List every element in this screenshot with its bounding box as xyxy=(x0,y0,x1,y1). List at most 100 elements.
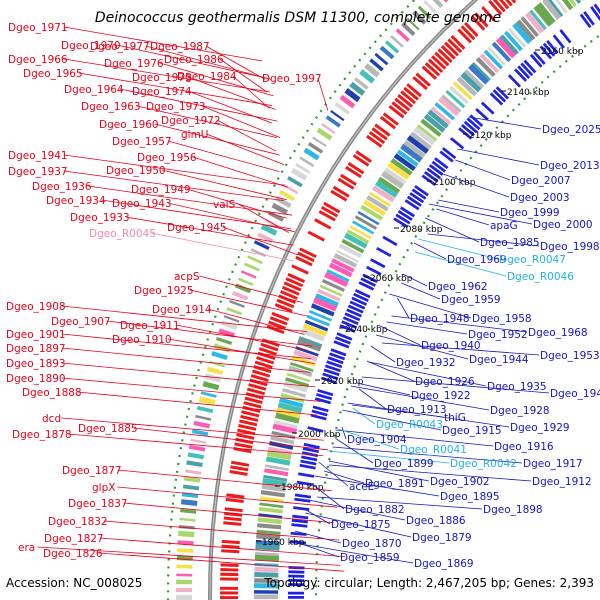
reverse-gene-arrow xyxy=(358,281,375,291)
cog-block-outer xyxy=(369,58,384,72)
gene-label-right: Dgeo_1940 xyxy=(421,340,481,352)
cog-block xyxy=(262,477,287,487)
forward-gene-arrow xyxy=(225,497,244,504)
leader-line-left xyxy=(77,391,317,416)
leader-line-left xyxy=(216,119,277,152)
forward-gene-arrow xyxy=(268,320,287,330)
cog-block xyxy=(260,496,285,503)
cog-block-outer xyxy=(406,17,420,31)
forward-gene-arrow xyxy=(285,277,304,288)
cog-block xyxy=(273,420,298,429)
leader-line-right xyxy=(336,438,374,464)
cog-block xyxy=(575,0,582,4)
leader-line-left xyxy=(119,88,278,122)
gene-label-left: Dgeo_1987 xyxy=(150,41,210,53)
leader-line-right xyxy=(425,217,480,243)
reverse-gene-arrow xyxy=(288,574,305,578)
forward-gene-arrow xyxy=(283,281,302,292)
reverse-gene-arrow xyxy=(492,89,507,103)
cog-block xyxy=(283,380,308,393)
gene-label-right: Dgeo_1935 xyxy=(487,381,547,393)
cog-block-outer xyxy=(334,102,350,115)
leader-line-left xyxy=(63,58,271,93)
reverse-gene-arrow xyxy=(320,376,338,385)
cog-block xyxy=(281,388,306,398)
leader-line-left xyxy=(219,58,268,93)
forward-gene-arrow xyxy=(415,72,431,87)
gene-label-left: Dgeo_1975 xyxy=(132,72,192,84)
reverse-gene-arrow xyxy=(489,92,504,106)
forward-gene-arrow xyxy=(379,116,397,130)
leader-line-left xyxy=(167,140,280,172)
gene-label-right: Dgeo_1953 xyxy=(540,350,600,362)
gene-label-right: Dgeo_1879 xyxy=(412,532,472,544)
cog-block xyxy=(264,464,290,471)
accession-text: Accession: NC_008025 xyxy=(6,576,142,590)
cog-block-outer xyxy=(247,255,263,265)
leader-line-left xyxy=(189,289,308,317)
cog-block xyxy=(568,0,577,8)
reverse-gene-arrow xyxy=(529,53,543,68)
leader-line-right xyxy=(294,530,342,544)
leader-line-right xyxy=(305,512,412,538)
gene-label-left: Dgeo_1908 xyxy=(6,301,66,313)
cog-block xyxy=(315,293,339,307)
leader-line-right xyxy=(389,293,472,319)
leader-line-right xyxy=(361,376,550,394)
reverse-gene-arrow xyxy=(294,497,311,503)
cog-block xyxy=(336,249,359,263)
cog-block xyxy=(264,468,289,477)
reverse-gene-arrow xyxy=(351,296,368,306)
cog-block xyxy=(343,232,368,249)
cog-block xyxy=(265,456,291,466)
forward-gene-arrow xyxy=(447,38,463,54)
gene-label-right: Dgeo_1904 xyxy=(347,434,407,446)
leader-line-left xyxy=(116,44,268,79)
gene-label-left: Dgeo_1972 xyxy=(161,115,221,127)
reverse-gene-arrow xyxy=(299,463,316,470)
forward-gene-arrow xyxy=(397,93,414,108)
cog-block-outer xyxy=(244,262,260,272)
cog-block xyxy=(555,0,568,14)
leader-line-left xyxy=(61,417,324,441)
gene-label-left: Dgeo_1943 xyxy=(112,198,172,210)
gene-label-left: Dgeo_1933 xyxy=(70,212,130,224)
cog-block xyxy=(324,271,349,288)
forward-gene-arrow xyxy=(237,428,256,436)
forward-gene-arrow xyxy=(424,62,441,77)
forward-gene-arrow xyxy=(220,563,239,567)
leader-line-left xyxy=(167,202,295,233)
forward-gene-arrow xyxy=(274,303,293,313)
gene-label-left: Dgeo_1901 xyxy=(6,329,66,341)
reverse-gene-arrow xyxy=(344,312,361,322)
cog-block-outer xyxy=(423,0,437,14)
leader-line-right xyxy=(428,203,533,225)
leader-line-left xyxy=(61,333,312,360)
cog-block-outer xyxy=(231,291,249,301)
gene-label-left: Dgeo_R0045 xyxy=(89,228,156,240)
cog-block xyxy=(304,319,329,332)
reverse-gene-arrow xyxy=(314,397,332,405)
cog-block-outer xyxy=(187,452,205,460)
gene-label-left: Dgeo_1941 xyxy=(8,150,68,162)
cog-block xyxy=(266,449,292,461)
cog-block-outer xyxy=(395,28,410,42)
cog-block xyxy=(346,229,370,244)
gene-label-right: Dgeo_R0047 xyxy=(499,254,566,266)
forward-gene-arrow xyxy=(220,572,239,577)
cog-block xyxy=(520,16,539,38)
reverse-gene-arrow xyxy=(312,405,329,413)
cog-block xyxy=(302,323,327,337)
gene-label-right: apaG xyxy=(490,220,518,232)
cog-block-outer xyxy=(180,499,198,506)
gene-label-right: Dgeo_1859 xyxy=(340,552,400,564)
cog-block xyxy=(354,215,378,230)
reverse-gene-arrow xyxy=(349,300,366,310)
reverse-gene-arrow xyxy=(347,304,364,314)
gene-label-left: Dgeo_1893 xyxy=(6,358,66,370)
cog-block-outer xyxy=(204,373,222,383)
cog-block xyxy=(338,243,362,259)
leader-line-left xyxy=(222,226,299,256)
gene-label-left: Dgeo_1914 xyxy=(152,304,212,316)
